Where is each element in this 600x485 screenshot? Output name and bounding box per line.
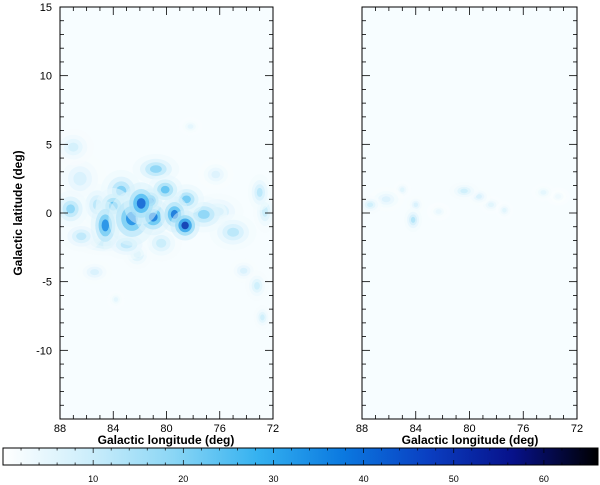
- right-emission-blob: [410, 216, 416, 223]
- left-y-tick-label: -5: [42, 277, 52, 289]
- left-x-tick-label: 88: [54, 423, 66, 435]
- left-emission-blob: [113, 297, 119, 302]
- colorbar-tick-label: 10: [88, 474, 98, 484]
- left-emission-blob: [240, 267, 248, 274]
- right-x-tick-label: 80: [463, 423, 475, 435]
- left-x-tick-label: 72: [267, 423, 279, 435]
- colorbar: 10 20 30 40 50 60: [2, 447, 599, 484]
- colorbar-gradient: [2, 447, 599, 466]
- colorbar-tick-label: 60: [539, 474, 549, 484]
- left-emission-blob: [254, 282, 260, 290]
- left-emission-blob: [211, 170, 221, 179]
- right-emission-blob: [540, 190, 547, 195]
- left-y-tick-label: 5: [46, 139, 52, 151]
- left-emission-blob: [227, 227, 240, 237]
- left-x-axis-label: Galactic longitude (deg): [98, 433, 235, 447]
- right-emission-blob: [413, 202, 418, 208]
- left-x-tick-label: 76: [214, 423, 226, 435]
- left-emission-blob: [68, 142, 79, 152]
- left-emission-blob: [160, 185, 170, 194]
- right-x-tick-label: 72: [571, 423, 583, 435]
- left-emission-blob: [90, 269, 99, 276]
- right-emission-blob: [502, 208, 507, 213]
- colorbar-ticks: 10 20 30 40 50 60: [20, 448, 581, 484]
- right-emission-blob: [367, 202, 374, 208]
- right-panel: 88 84 80 76 72 Galactic longitude (deg): [356, 6, 583, 447]
- right-x-tick-label: 76: [517, 423, 529, 435]
- left-y-tick-label: 0: [46, 208, 52, 220]
- left-emission-blob: [260, 314, 265, 321]
- left-y-tick-label: 10: [40, 71, 52, 83]
- right-emission-blob: [381, 196, 391, 203]
- left-y-tick-label: 15: [40, 2, 52, 14]
- right-axis-ticks: 88 84 80 76 72: [356, 6, 583, 435]
- right-plot-area: [362, 7, 577, 419]
- left-emission-blob: [181, 221, 189, 230]
- left-emission-blob: [66, 204, 75, 214]
- right-x-tick-label: 88: [356, 423, 368, 435]
- right-emission-blob: [475, 194, 482, 199]
- left-emission-blob: [197, 209, 210, 219]
- left-emission-blob: [76, 232, 87, 241]
- left-y-axis-label: Galactic latitude (deg): [11, 150, 25, 275]
- colorbar-tick-label: 20: [178, 474, 188, 484]
- right-emission-blob: [488, 202, 494, 208]
- left-emission-blob: [73, 171, 87, 186]
- colorbar-tick-label: 50: [449, 474, 459, 484]
- left-emission-blob: [136, 198, 146, 209]
- left-emission-blob: [150, 165, 162, 173]
- left-y-tick-label: -10: [36, 345, 52, 357]
- left-x-tick-label: 84: [107, 423, 119, 435]
- left-emission-blob: [156, 238, 167, 248]
- colorbar-tick-label: 40: [359, 474, 369, 484]
- right-emission-map: [362, 180, 570, 232]
- right-emission-blob: [400, 187, 405, 192]
- left-axis-ticks: 88 84 80 76 72 15 10 5 0 -5 -10: [36, 2, 279, 435]
- right-emission-blob: [460, 188, 468, 194]
- left-emission-blob: [187, 124, 194, 129]
- colorbar-tick-label: 30: [268, 474, 278, 484]
- right-emission-blob: [555, 194, 562, 199]
- left-emission-map: [60, 117, 273, 330]
- left-panel: 88 84 80 76 72 15 10 5 0 -5 -10 Galactic longitude…: [11, 2, 279, 447]
- right-x-axis-label: Galactic longitude (deg): [402, 433, 539, 447]
- right-emission-blob: [435, 209, 442, 214]
- left-x-tick-label: 80: [160, 423, 172, 435]
- left-emission-blob: [256, 187, 263, 197]
- left-emission-blob: [101, 219, 110, 232]
- right-x-tick-label: 84: [410, 423, 422, 435]
